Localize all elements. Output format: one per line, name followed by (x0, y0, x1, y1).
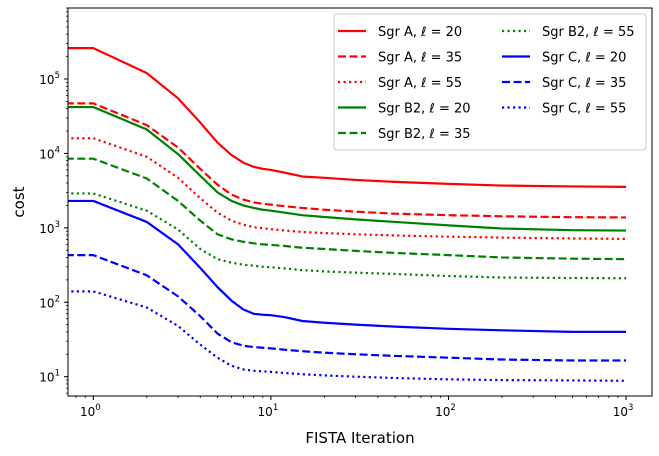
x-tick-label: 102 (435, 403, 456, 419)
legend-label: Sgr A, ℓ = 55 (378, 76, 462, 91)
x-tick-label: 103 (613, 403, 634, 419)
legend-label: Sgr C, ℓ = 55 (542, 102, 626, 117)
x-tick-label: 101 (258, 403, 279, 419)
y-tick-label: 104 (39, 145, 60, 161)
x-axis-label: FISTA Iteration (305, 429, 414, 447)
y-tick-label: 102 (39, 294, 60, 310)
legend-label: Sgr C, ℓ = 20 (542, 51, 626, 66)
axes-frame (67, 7, 653, 397)
legend-label: Sgr B2, ℓ = 35 (378, 127, 471, 142)
series-line-6 (68, 192, 627, 280)
legend-label: Sgr A, ℓ = 35 (378, 51, 462, 66)
legend-box (333, 13, 647, 151)
series-line-1 (68, 47, 627, 188)
plot-area (68, 47, 627, 382)
x-axis: 100 101 102 103 (75, 396, 634, 419)
series-line-4 (68, 105, 627, 232)
series-line-9 (68, 290, 627, 382)
legend: Sgr A, ℓ = 20 Sgr A, ℓ = 35 Sgr A, ℓ = 55 S… (333, 13, 647, 151)
y-axis-label: cost (10, 186, 28, 217)
series-line-5 (68, 157, 627, 261)
x-tick-label: 100 (80, 403, 101, 419)
y-tick-label: 103 (39, 220, 60, 236)
y-tick-label: 101 (39, 369, 60, 385)
legend-label: Sgr C, ℓ = 35 (542, 76, 626, 91)
legend-label: Sgr A, ℓ = 20 (378, 25, 462, 40)
legend-label: Sgr B2, ℓ = 55 (542, 25, 635, 40)
y-axis: 101 102 103 104 105 (39, 7, 68, 394)
series-line-3 (68, 137, 627, 241)
series-line-2 (68, 102, 627, 219)
legend-label: Sgr B2, ℓ = 20 (378, 102, 471, 117)
y-tick-label: 105 (39, 71, 60, 87)
series-line-8 (68, 254, 627, 362)
series-line-7 (68, 199, 627, 333)
